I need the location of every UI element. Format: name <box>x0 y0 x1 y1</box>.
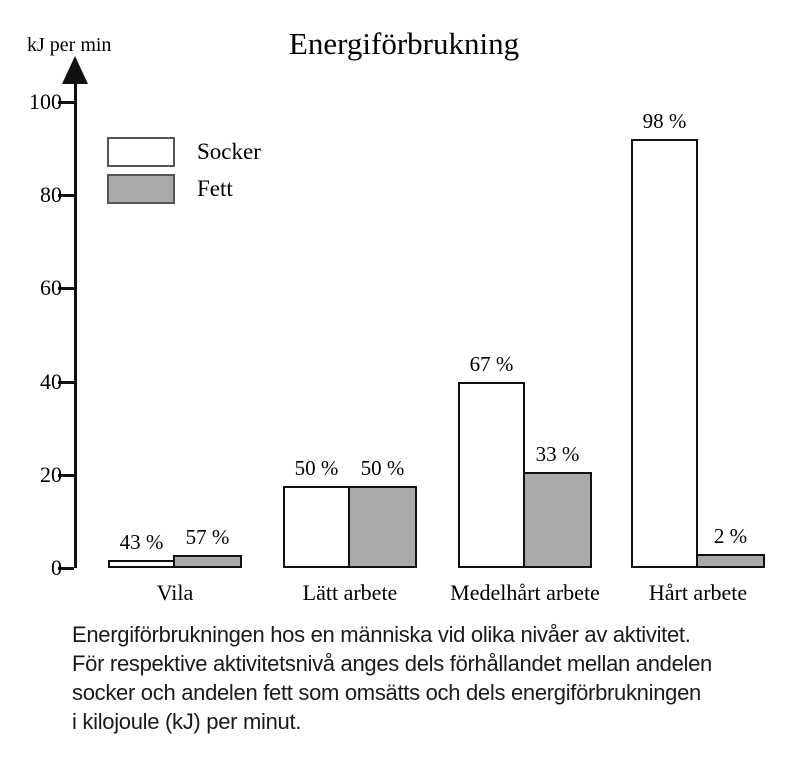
arrow-up-icon <box>62 56 88 84</box>
legend-label-fett: Fett <box>197 176 233 201</box>
legend: Socker Fett <box>107 137 261 211</box>
y-tick-mark <box>58 101 74 104</box>
bar-value-label: 50 % <box>294 456 339 481</box>
y-tick-label: 100 <box>29 89 62 114</box>
y-axis-line <box>74 70 77 568</box>
y-tick-mark <box>58 567 74 570</box>
caption-line: Energiförbrukningen hos en människa vid … <box>72 622 691 647</box>
y-tick-label: 0 <box>51 555 62 580</box>
category-label-3: Medelhårt arbete <box>450 580 600 605</box>
y-tick-label: 80 <box>40 182 62 208</box>
socker-swatch <box>107 137 175 167</box>
legend-label-socker: Socker <box>197 139 261 164</box>
bar-value-label: 2 % <box>713 524 748 549</box>
category-label-2: Lätt arbete <box>302 580 398 605</box>
y-tick-mark <box>58 194 74 198</box>
y-tick-mark <box>58 380 74 384</box>
bar-value-label: 57 % <box>185 524 230 549</box>
y-tick-mark <box>58 473 74 477</box>
caption-line: socker och andelen fett som omsätts och … <box>72 680 701 705</box>
bar-value-label: 67 % <box>469 351 514 376</box>
caption-line: i kilojoule (kJ) per minut. <box>72 709 302 734</box>
bar-socker-4 <box>631 139 698 568</box>
category-label-4: Hårt arbete <box>648 580 748 605</box>
bar-socker-3 <box>458 381 525 568</box>
category-label-1: Vila <box>156 580 194 605</box>
bar-fett-3 <box>523 472 592 568</box>
y-axis-label: kJ per min <box>27 34 112 56</box>
y-tick-mark <box>58 287 74 291</box>
bar-value-label: 33 % <box>535 442 580 467</box>
y-tick-label: 40 <box>40 368 62 394</box>
fett-swatch <box>107 174 175 204</box>
bar-socker-1 <box>108 559 175 568</box>
y-tick-label: 60 <box>40 275 62 301</box>
y-tick-label: 20 <box>40 461 62 487</box>
bar-socker-2 <box>283 486 350 568</box>
bar-value-label: 43 % <box>119 529 164 554</box>
caption-line: För respektive aktivitetsnivå anges dels… <box>72 651 712 676</box>
chart-title: Energiförbrukning <box>288 26 520 61</box>
legend-item-fett: Fett <box>107 174 261 204</box>
bar-fett-1 <box>173 554 242 568</box>
legend-item-socker: Socker <box>107 137 261 167</box>
bar-fett-2 <box>348 486 417 568</box>
caption: Energiförbrukningen hos en människa vid … <box>72 620 778 736</box>
bar-value-label: 98 % <box>642 109 687 134</box>
bar-fett-4 <box>696 554 765 568</box>
bar-value-label: 50 % <box>360 456 405 481</box>
